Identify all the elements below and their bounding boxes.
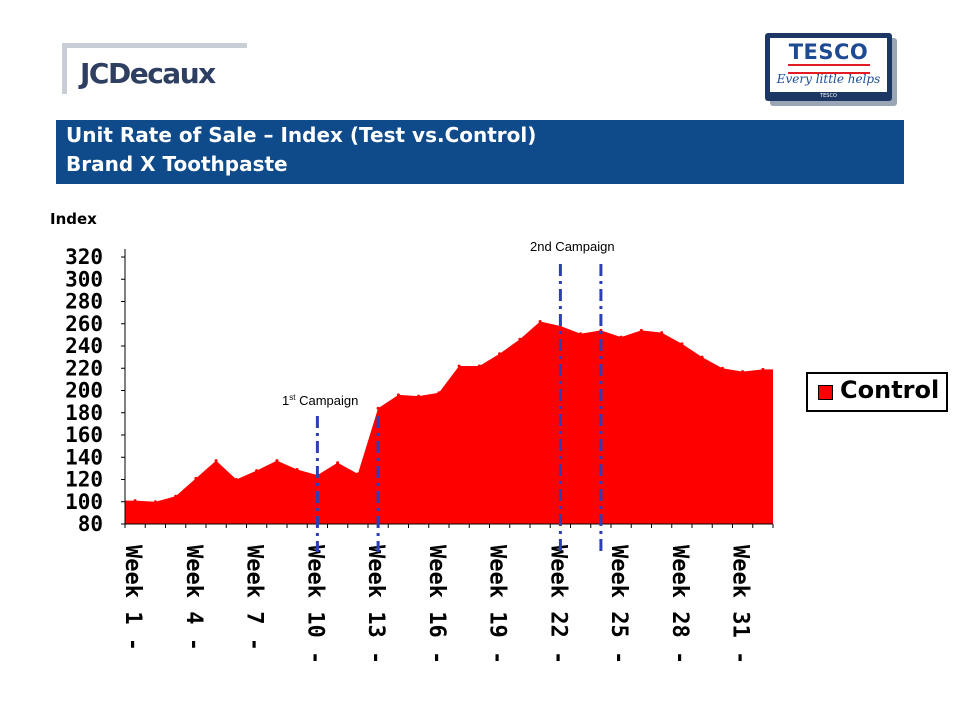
x-tick-label-week-19: Week 19 -: [485, 545, 510, 664]
x-tick-label-week-13: Week 13 -: [363, 545, 388, 664]
data-point-week-3: [174, 494, 178, 498]
x-tick-label-week-25: Week 25 -: [606, 545, 631, 664]
data-point-week-21: [538, 320, 542, 323]
x-tick-label-week-31: Week 31 -: [728, 545, 753, 664]
x-tick-label-week-16: Week 16 -: [424, 545, 449, 664]
y-axis-label: Index: [50, 210, 97, 228]
data-point-week-18: [477, 364, 481, 368]
y-tick-label-260: 260: [65, 312, 103, 336]
data-point-week-9: [295, 468, 299, 471]
data-point-week-14: [396, 393, 400, 397]
data-point-week-30: [720, 366, 724, 370]
x-tick-label-week-22: Week 22 -: [545, 545, 570, 664]
tesco-small-text: TESCO: [820, 93, 837, 99]
tesco-stripes: [788, 64, 870, 74]
data-point-week-25: [619, 335, 623, 339]
data-point-week-4: [194, 476, 198, 480]
data-point-week-31: [741, 370, 745, 374]
data-point-week-17: [457, 364, 461, 368]
x-tick-label-week-4: Week 4 -: [181, 545, 206, 651]
y-tick-label-220: 220: [65, 356, 103, 380]
y-tick-label-300: 300: [65, 267, 103, 291]
data-point-week-23: [579, 332, 583, 336]
data-point-week-16: [437, 391, 441, 395]
data-point-week-26: [639, 328, 643, 332]
data-point-week-20: [518, 337, 522, 341]
data-point-week-7: [255, 469, 259, 473]
chart-title: Unit Rate of Sale – Index (Test vs.Contr…: [66, 123, 537, 147]
data-point-week-29: [700, 355, 704, 359]
logo-bracket: [62, 43, 247, 94]
y-tick-label-120: 120: [65, 468, 103, 492]
data-point-week-13: [376, 406, 380, 410]
tesco-logo: TESCO Every little helps TESCO: [765, 33, 904, 108]
chart-subtitle: Brand X Toothpaste: [66, 152, 288, 176]
y-tick-label-320: 320: [65, 245, 103, 269]
tesco-logo-frame: TESCO Every little helps TESCO: [765, 33, 892, 101]
y-tick-label-100: 100: [65, 490, 103, 514]
data-point-week-19: [498, 352, 502, 356]
title-bar: Unit Rate of Sale – Index (Test vs.Contr…: [56, 120, 904, 184]
campaign-2-label: 2nd Campaign: [530, 239, 615, 254]
data-point-week-6: [234, 478, 238, 481]
y-tick-label-140: 140: [65, 445, 103, 469]
data-point-week-1: [133, 499, 137, 503]
jcdecaux-logo: JCDecaux: [62, 43, 252, 99]
data-point-week-32: [761, 367, 765, 371]
x-tick-label-week-1: Week 1 -: [120, 545, 145, 651]
x-tick-label-week-10: Week 10 -: [302, 545, 327, 664]
data-point-week-8: [275, 459, 279, 463]
tesco-logo-panel: TESCO Every little helps: [770, 38, 887, 92]
legend-swatch-control: [818, 385, 833, 400]
y-tick-label-180: 180: [65, 401, 103, 425]
data-point-week-27: [660, 331, 664, 335]
y-tick-label-80: 80: [78, 512, 103, 536]
data-point-week-15: [417, 394, 421, 398]
legend-label-control: Control: [840, 376, 940, 404]
legend: Control: [806, 372, 948, 412]
campaign-1-label: 1st Campaign: [282, 393, 358, 408]
tesco-wordmark: TESCO: [788, 40, 869, 64]
jcdecaux-wordmark: JCDecaux: [80, 57, 216, 90]
data-point-week-12: [356, 472, 360, 476]
data-point-week-11: [336, 461, 340, 465]
x-tick-label-week-28: Week 28 -: [667, 545, 692, 664]
data-point-week-2: [153, 500, 157, 504]
y-tick-label-240: 240: [65, 334, 103, 358]
y-tick-label-200: 200: [65, 379, 103, 403]
y-tick-label-280: 280: [65, 290, 103, 314]
y-tick-label-160: 160: [65, 423, 103, 447]
x-tick-label-week-7: Week 7 -: [242, 545, 267, 651]
tesco-tagline: Every little helps: [776, 72, 881, 86]
data-point-week-5: [214, 459, 218, 463]
series-area-control: [125, 321, 773, 524]
data-point-week-28: [680, 342, 684, 346]
